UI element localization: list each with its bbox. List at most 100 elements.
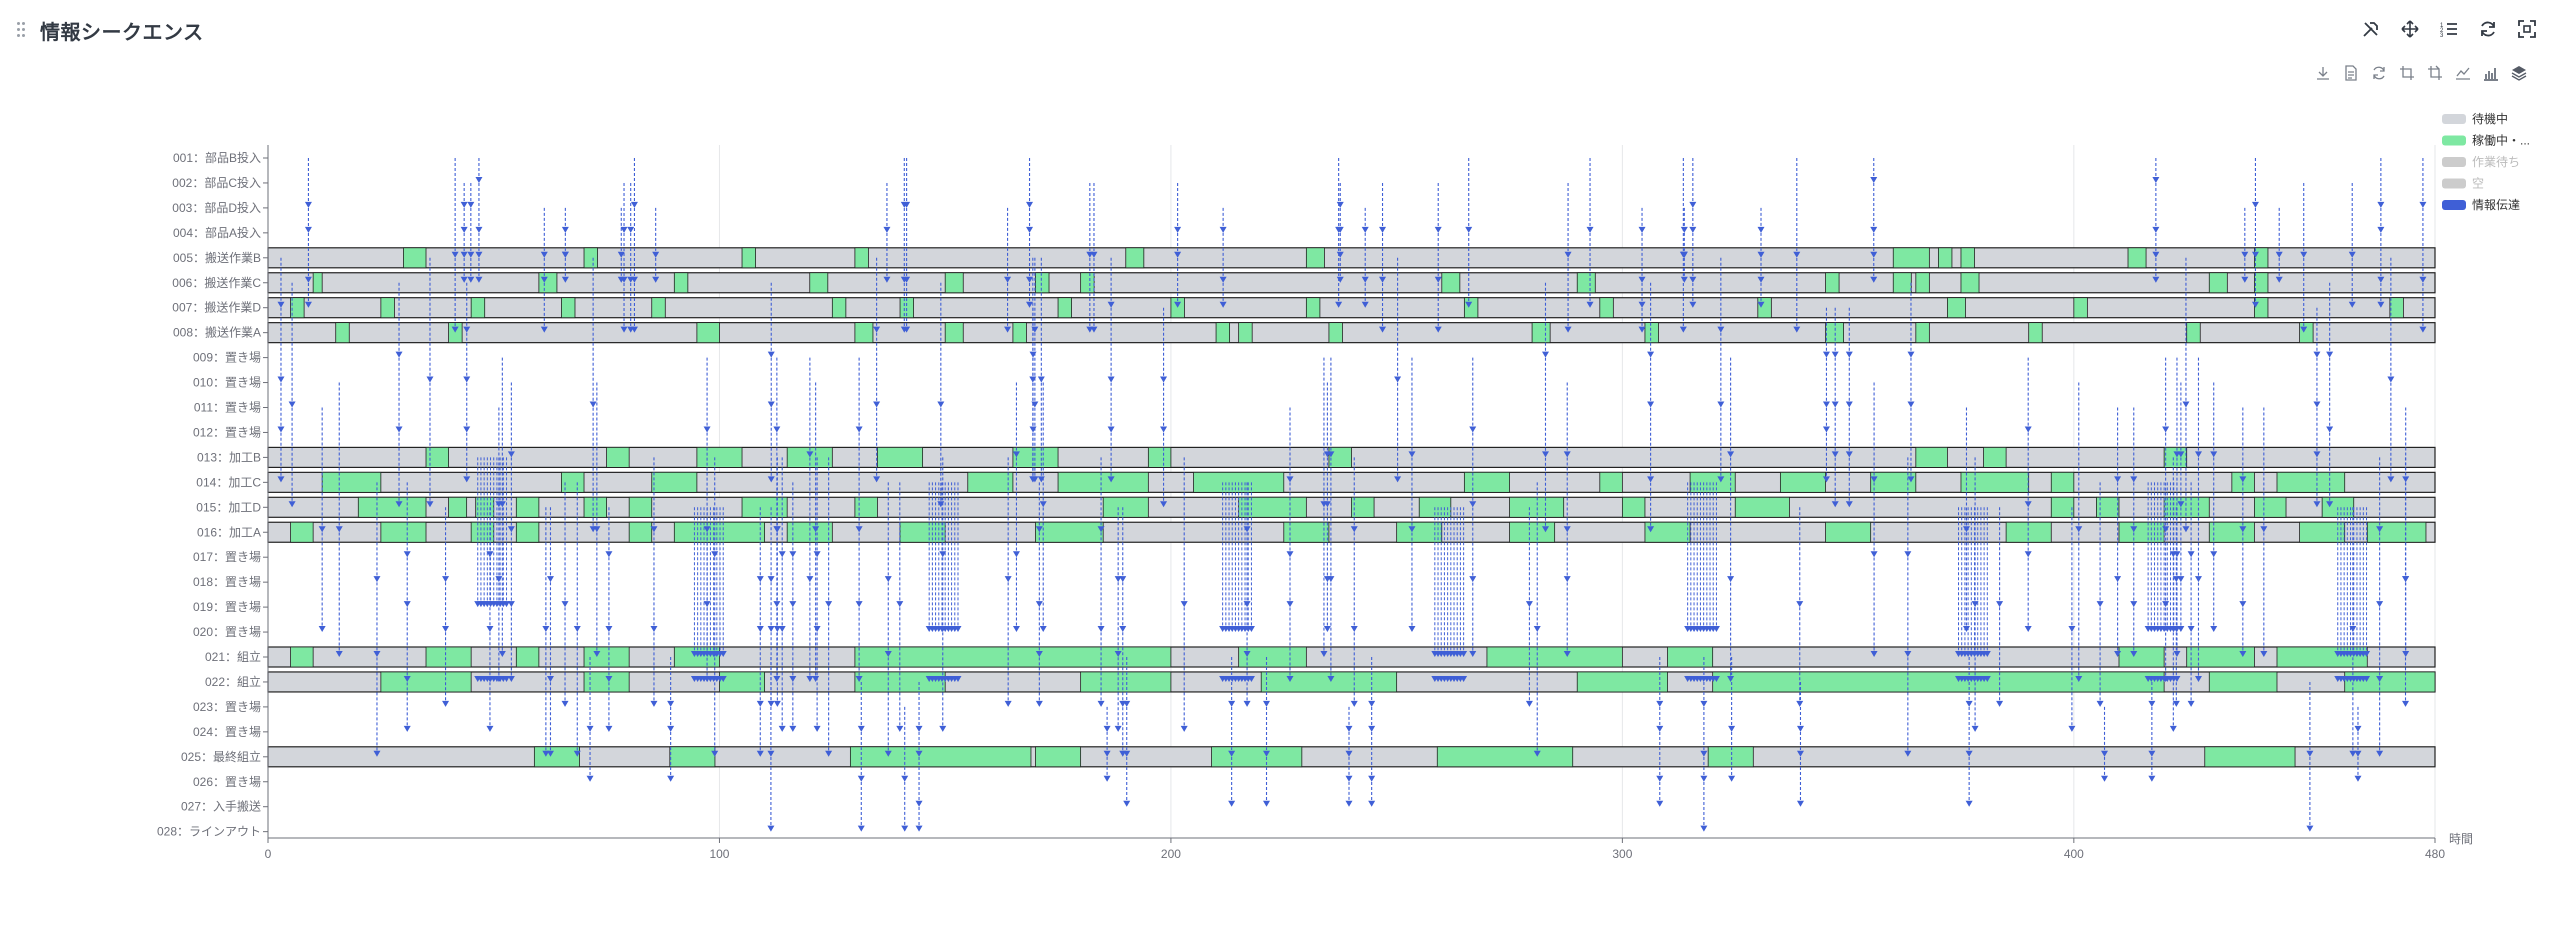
message-arrowhead bbox=[1870, 651, 1878, 657]
message-arrowhead bbox=[1728, 775, 1736, 782]
message-arrowhead bbox=[2376, 601, 2384, 608]
message-arrowhead bbox=[1822, 401, 1830, 408]
busy-bar bbox=[1509, 521, 1556, 543]
refresh-icon[interactable] bbox=[2475, 16, 2501, 42]
busy-bar bbox=[1125, 247, 1145, 269]
busy-bar bbox=[470, 521, 495, 543]
drag-handle-icon[interactable] bbox=[17, 22, 27, 38]
busy-bar bbox=[1509, 496, 1565, 518]
fullscreen-icon[interactable] bbox=[2514, 16, 2540, 42]
message-arrowhead bbox=[1247, 626, 1255, 633]
message-arrowhead bbox=[1907, 401, 1915, 408]
message-arrowhead bbox=[318, 626, 326, 633]
busy-bar bbox=[533, 746, 580, 768]
message-arrowhead bbox=[2402, 700, 2410, 707]
message-arrowhead bbox=[1336, 226, 1344, 233]
busy-bar bbox=[290, 646, 314, 668]
busy-bar bbox=[606, 446, 630, 468]
message-arrowhead bbox=[2376, 675, 2384, 682]
message-arrowhead bbox=[2152, 176, 2160, 183]
message-arrowhead bbox=[2114, 576, 2122, 583]
message-arrowhead bbox=[756, 750, 764, 757]
message-arrowhead bbox=[442, 626, 450, 633]
download-icon[interactable] bbox=[2312, 62, 2334, 84]
message-arrowhead bbox=[1286, 601, 1294, 608]
message-arrowhead bbox=[620, 226, 628, 233]
message-arrowhead bbox=[586, 775, 594, 782]
message-arrowhead bbox=[475, 276, 483, 283]
message-arrowhead bbox=[1822, 426, 1830, 433]
message-arrowhead bbox=[2387, 476, 2395, 483]
message-arrowhead bbox=[1533, 750, 1541, 757]
busy-bar bbox=[1757, 297, 1772, 319]
message-arrowhead bbox=[1796, 700, 1804, 707]
message-arrowhead bbox=[1796, 725, 1804, 732]
row-label: 019：置き場 bbox=[193, 600, 261, 614]
message-arrowhead bbox=[2173, 675, 2181, 682]
message-arrowhead bbox=[1727, 675, 1735, 682]
message-arrowhead bbox=[2402, 576, 2410, 583]
message-arrowhead bbox=[1228, 750, 1236, 757]
stack-icon[interactable] bbox=[2508, 62, 2530, 84]
zoom-reset-icon[interactable] bbox=[2424, 62, 2446, 84]
message-arrowhead bbox=[573, 750, 581, 757]
message-arrowhead bbox=[1757, 301, 1765, 308]
message-arrowhead bbox=[451, 251, 459, 258]
busy-bar bbox=[786, 521, 833, 543]
x-tick-label: 100 bbox=[709, 847, 729, 861]
x-axis-label: 時間 bbox=[2449, 832, 2473, 846]
message-arrowhead bbox=[2377, 226, 2385, 233]
message-arrowhead bbox=[1647, 526, 1655, 533]
message-arrowhead bbox=[1114, 576, 1122, 583]
row-label: 026：置き場 bbox=[193, 775, 261, 789]
message-arrowhead bbox=[1035, 601, 1043, 608]
message-arrowhead bbox=[2354, 750, 2362, 757]
message-arrowhead bbox=[463, 426, 471, 433]
message-arrowhead bbox=[1026, 226, 1034, 233]
row-label: 009：置き場 bbox=[193, 351, 261, 365]
row-label: 017：置き場 bbox=[193, 550, 261, 564]
message-arrowhead bbox=[1525, 601, 1533, 608]
message-arrowhead bbox=[2152, 251, 2160, 258]
busy-bar bbox=[2208, 521, 2255, 543]
message-arrowhead bbox=[573, 626, 581, 633]
message-arrowhead bbox=[1469, 501, 1477, 508]
row-label: 018：置き場 bbox=[193, 575, 261, 589]
message-arrowhead bbox=[2130, 476, 2138, 483]
message-arrowhead bbox=[1541, 451, 1549, 458]
message-arrowhead bbox=[475, 176, 483, 183]
message-arrowhead bbox=[1361, 276, 1369, 283]
message-arrowhead bbox=[2130, 651, 2138, 657]
message-arrowhead bbox=[1647, 401, 1655, 408]
message-arrowhead bbox=[2148, 700, 2156, 707]
message-arrowhead bbox=[1174, 226, 1182, 233]
message-arrowhead bbox=[825, 601, 833, 608]
busy-bar bbox=[1238, 496, 1307, 518]
svg-text:3: 3 bbox=[2440, 33, 2444, 39]
row-label: 003：部品D投入 bbox=[172, 200, 261, 215]
data-view-icon[interactable] bbox=[2340, 62, 2362, 84]
message-arrowhead bbox=[2194, 675, 2202, 682]
message-arrowhead bbox=[2101, 750, 2109, 757]
message-arrowhead bbox=[767, 750, 775, 757]
message-arrowhead bbox=[630, 326, 638, 333]
busy-bar bbox=[475, 496, 495, 518]
busy-bar bbox=[312, 272, 323, 294]
tools-icon[interactable] bbox=[2358, 16, 2384, 42]
line-chart-icon[interactable] bbox=[2452, 62, 2474, 84]
message-arrowhead bbox=[1228, 800, 1236, 807]
message-arrowhead bbox=[586, 725, 594, 732]
bar-chart-icon[interactable] bbox=[2480, 62, 2502, 84]
message-arrowhead bbox=[789, 601, 797, 608]
message-arrowhead bbox=[605, 551, 613, 558]
busy-bar bbox=[1012, 322, 1027, 344]
move-icon[interactable] bbox=[2397, 16, 2423, 42]
message-arrowhead bbox=[1123, 750, 1131, 757]
message-arrowhead bbox=[939, 725, 947, 732]
restore-icon[interactable] bbox=[2368, 62, 2390, 84]
zoom-icon[interactable] bbox=[2396, 62, 2418, 84]
message-arrowhead bbox=[467, 201, 475, 208]
busy-bar bbox=[1328, 322, 1343, 344]
